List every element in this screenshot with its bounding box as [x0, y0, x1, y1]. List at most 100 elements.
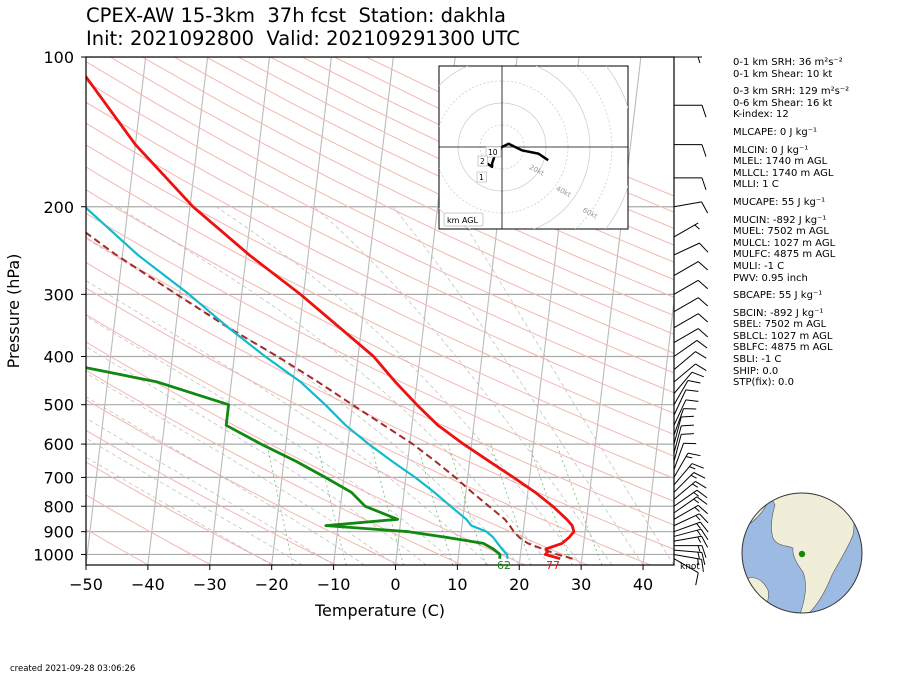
wind-barb	[674, 144, 707, 157]
wind-barb	[673, 399, 699, 426]
y-tick-label: 300	[43, 285, 74, 304]
moist-adiabat	[86, 396, 365, 565]
param-line: 0-3 km SRH: 129 m²s⁻²	[733, 86, 850, 98]
dry-adiabat	[86, 429, 337, 565]
dry-adiabat	[173, 57, 674, 298]
y-tick-label: 700	[43, 468, 74, 487]
parcel-profile	[86, 231, 573, 560]
y-tick-label: 400	[43, 348, 74, 367]
hodo-height-label: 2	[480, 157, 485, 166]
param-line: MLCAPE: 0 J kg⁻¹	[733, 126, 818, 138]
mixing-ratio-line	[316, 444, 347, 565]
isotherm-line	[86, 57, 147, 565]
x-axis-label: Temperature (C)	[314, 601, 445, 620]
axes: −50 −40 −30 −20 −10 0 10 20 30 40 100 200 300 400 500 6…	[33, 48, 653, 594]
dry-adiabat	[205, 57, 674, 281]
station-globe	[741, 492, 863, 614]
isotherm-line	[24, 57, 84, 565]
globe-outline	[741, 492, 863, 614]
wind-barb	[673, 472, 706, 493]
created-timestamp: created 2021-09-28 03:06:26	[10, 664, 136, 674]
x-tick-label: 40	[633, 575, 653, 594]
dry-adiabat	[86, 212, 674, 502]
wind-barb	[673, 222, 700, 238]
isotherm-line	[580, 57, 642, 565]
wind-barb	[674, 104, 707, 118]
wind-barb	[673, 351, 707, 370]
dry-adiabat	[86, 528, 149, 565]
dry-adiabat	[86, 80, 674, 374]
wind-barb	[673, 452, 701, 478]
x-tick-label: −50	[69, 575, 103, 594]
x-tick-label: −10	[317, 575, 351, 594]
wind-barb	[673, 201, 709, 214]
moist-adiabat	[392, 206, 644, 565]
wind-barb	[673, 242, 709, 256]
chart-title-line2: Init: 2021092800 Valid: 202109291300 UTC	[86, 27, 520, 50]
y-axis-label: Pressure (hPa)	[4, 254, 23, 369]
y-tick-label: 100	[43, 48, 74, 67]
wind-barb	[673, 261, 709, 276]
param-line: MULCL: 1027 m AGL	[733, 237, 836, 249]
wind-barb	[673, 553, 704, 572]
x-tick-label: −30	[193, 575, 227, 594]
wind-barb	[673, 340, 708, 357]
moist-adiabat	[453, 206, 674, 565]
plot-frame	[85, 56, 675, 566]
param-line: SBLI: -1 C	[733, 354, 782, 366]
mixing-ratio-line	[266, 444, 294, 565]
wind-barb	[673, 558, 699, 586]
dry-adiabat	[86, 399, 400, 565]
param-line: SBCAPE: 55 J kg⁻¹	[733, 290, 823, 302]
wind-barb	[673, 513, 709, 527]
param-line: MULFC: 4875 m AGL	[733, 249, 836, 261]
wind-barb	[673, 313, 709, 329]
dry-adiabat	[238, 57, 674, 263]
mixing-ratio-line	[556, 443, 603, 565]
isotherm-line	[209, 57, 271, 565]
y-tick-label: 200	[43, 198, 74, 217]
hodo-trace	[481, 142, 549, 169]
wind-barb	[674, 545, 707, 558]
y-tick-label: 500	[43, 396, 74, 415]
isotherm-line	[271, 57, 332, 565]
x-tick-label: −40	[131, 575, 165, 594]
y-tick-label: 600	[43, 435, 74, 454]
dry-adiabat	[86, 313, 588, 565]
wind-barb	[673, 480, 707, 500]
param-line: SBCIN: -892 J kg⁻¹	[733, 307, 824, 319]
dry-adiabat	[86, 341, 526, 565]
wind-barb	[673, 363, 707, 383]
param-line: MULI: -1 C	[733, 260, 785, 272]
x-tick-label: −20	[255, 575, 289, 594]
isotherm-lines	[24, 57, 674, 565]
dry-adiabat	[86, 236, 674, 526]
wind-barb	[673, 528, 709, 541]
param-line: MLLI: 1 C	[733, 179, 779, 191]
hodograph-label: km AGL	[447, 216, 479, 225]
isotherm-line	[147, 57, 209, 565]
mixing-ratio-line	[528, 443, 573, 565]
wind-barb	[673, 463, 704, 486]
wind-barb	[673, 371, 704, 394]
mixing-ratio-line	[447, 443, 487, 565]
wind-barb	[673, 279, 709, 295]
wind-barb	[673, 442, 697, 470]
moist-adiabat	[86, 346, 427, 565]
wind-barb	[673, 535, 709, 548]
moist-adiabat	[86, 417, 334, 565]
moist-adiabat	[86, 315, 458, 565]
dry-adiabat	[86, 101, 674, 394]
dry-adiabat	[86, 144, 674, 436]
isotherm-line	[642, 297, 674, 565]
dry-adiabat	[141, 57, 674, 317]
x-tick-label: 20	[509, 575, 529, 594]
mixing-ratio-lines	[266, 443, 603, 565]
param-line: 0-1 km SRH: 36 m²s⁻²	[733, 57, 843, 68]
param-line: PWV: 0.95 inch	[733, 272, 808, 284]
hodo-height-label: 10	[488, 148, 498, 157]
mixing-ratio-line	[370, 443, 404, 565]
param-line: 0-6 km Shear: 16 kt	[733, 97, 833, 109]
